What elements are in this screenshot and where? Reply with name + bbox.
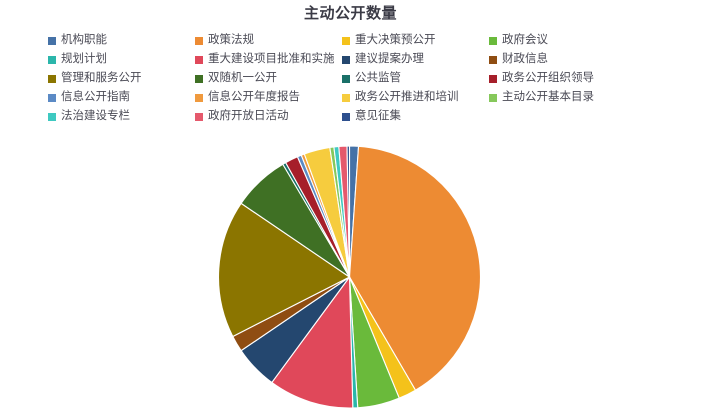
legend-item-label: 信息公开年度报告 <box>208 91 300 103</box>
legend-swatch-icon <box>195 55 203 64</box>
legend-swatch-icon <box>342 112 350 121</box>
legend-item-label: 财政信息 <box>502 53 548 65</box>
legend-item-label: 重大建设项目批准和实施 <box>208 53 335 65</box>
legend-item-label: 政策法规 <box>208 34 254 46</box>
pie-slice-group <box>218 146 482 408</box>
legend-swatch-icon <box>342 36 350 45</box>
legend-swatch-icon <box>195 112 203 121</box>
legend-item-label: 管理和服务公开 <box>61 72 142 84</box>
legend-item[interactable]: 政务公开组织领导 <box>489 69 636 88</box>
legend-item[interactable]: 规划计划 <box>48 50 195 69</box>
legend-item-label: 政府会议 <box>502 34 548 46</box>
legend-swatch-icon <box>489 36 497 45</box>
legend-item[interactable]: 管理和服务公开 <box>48 69 195 88</box>
legend-item-label: 公共监管 <box>355 72 401 84</box>
legend-item[interactable]: 重大决策预公开 <box>342 31 489 50</box>
pie-slice[interactable] <box>348 146 482 391</box>
legend-swatch-icon <box>342 74 350 83</box>
legend-item-label: 规划计划 <box>61 53 107 65</box>
legend-item-label: 意见征集 <box>355 110 401 122</box>
legend-item-label: 政务公开组织领导 <box>502 72 594 84</box>
pie-slice[interactable] <box>271 275 354 408</box>
legend-item[interactable]: 政府开放日活动 <box>195 107 342 126</box>
legend-item[interactable]: 财政信息 <box>489 50 636 69</box>
legend-swatch-icon <box>48 74 56 83</box>
pie-slice[interactable] <box>346 146 351 278</box>
legend-item[interactable]: 双随机一公开 <box>195 69 342 88</box>
chart-title: 主动公开数量 <box>303 5 397 22</box>
legend-swatch-icon <box>195 36 203 45</box>
chart-legend: 机构职能 政策法规 重大决策预公开 政府会议规划计划 重大建设项目批准和实施 建议提案办理… <box>48 31 688 126</box>
legend-item[interactable]: 公共监管 <box>342 69 489 88</box>
legend-item[interactable]: 机构职能 <box>48 31 195 50</box>
legend-swatch-icon <box>195 74 203 83</box>
legend-swatch-icon <box>48 36 56 45</box>
pie-svg <box>218 146 482 408</box>
pie-plot-area <box>216 146 483 408</box>
legend-item[interactable]: 信息公开年度报告 <box>195 88 342 107</box>
legend-swatch-icon <box>342 55 350 64</box>
legend-swatch-icon <box>48 55 56 64</box>
legend-item[interactable]: 意见征集 <box>342 107 489 126</box>
legend-item-label: 主动公开基本目录 <box>502 91 594 103</box>
legend-swatch-icon <box>489 55 497 64</box>
legend-item-label: 双随机一公开 <box>208 72 277 84</box>
legend-item[interactable]: 政府会议 <box>489 31 636 50</box>
legend-item[interactable]: 重大建设项目批准和实施 <box>195 50 342 69</box>
legend-swatch-icon <box>489 93 497 102</box>
legend-item-label: 建议提案办理 <box>355 53 424 65</box>
legend-item-label: 机构职能 <box>61 34 107 46</box>
legend-item[interactable]: 政策法规 <box>195 31 342 50</box>
legend-swatch-icon <box>489 74 497 83</box>
legend-item[interactable]: 信息公开指南 <box>48 88 195 107</box>
legend-item-label: 政务公开推进和培训 <box>355 91 459 103</box>
legend-item[interactable]: 法治建设专栏 <box>48 107 195 126</box>
legend-item-label: 重大决策预公开 <box>355 34 436 46</box>
legend-swatch-icon <box>342 93 350 102</box>
legend-item-label: 政府开放日活动 <box>208 110 289 122</box>
pie-slice[interactable] <box>218 202 351 338</box>
legend-item[interactable]: 建议提案办理 <box>342 50 489 69</box>
legend-item-label: 信息公开指南 <box>61 91 130 103</box>
legend-swatch-icon <box>48 112 56 121</box>
legend-item[interactable]: 政务公开推进和培训 <box>342 88 489 107</box>
legend-swatch-icon <box>195 93 203 102</box>
legend-item[interactable]: 主动公开基本目录 <box>489 88 636 107</box>
legend-swatch-icon <box>48 93 56 102</box>
legend-item-label: 法治建设专栏 <box>61 110 130 122</box>
